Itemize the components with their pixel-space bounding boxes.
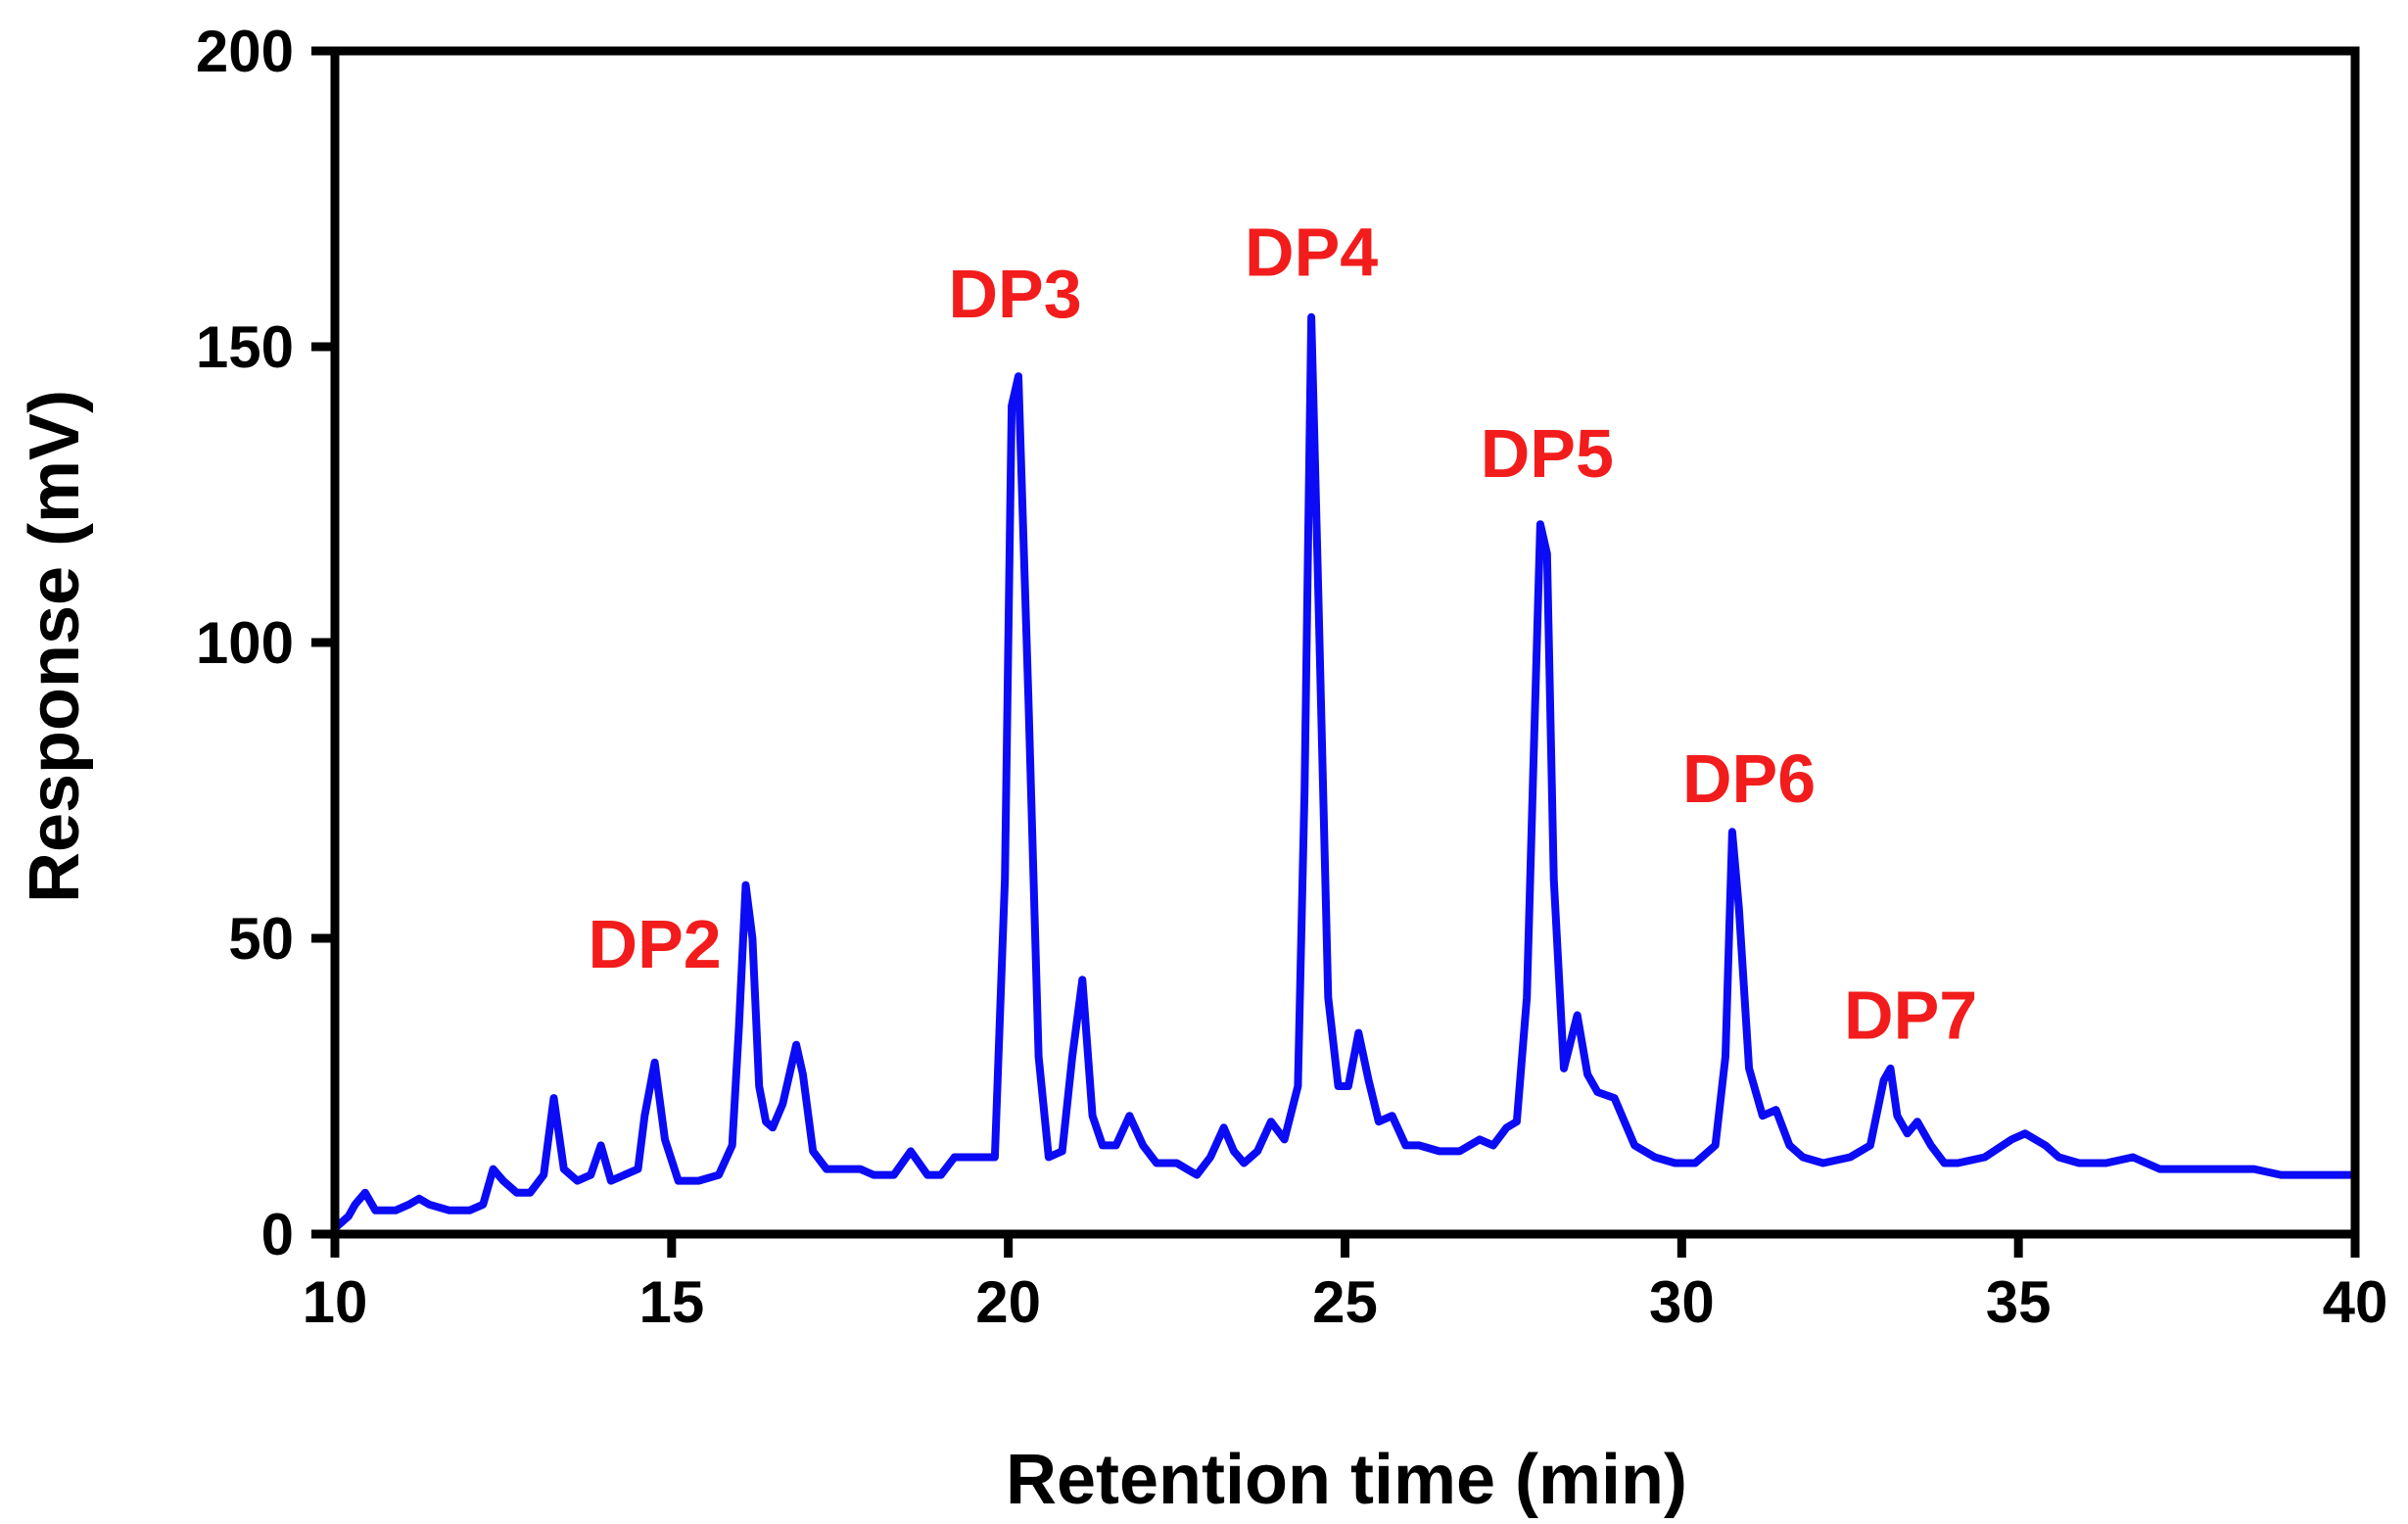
peak-label-dp3: DP3 [948, 256, 1081, 332]
x-tick-label-10: 10 [303, 1269, 368, 1335]
x-tick-label-25: 25 [1312, 1269, 1378, 1335]
y-tick-label-200: 200 [196, 19, 294, 84]
y-axis-label: Response (mV) [16, 390, 94, 903]
peak-label-dp6: DP6 [1682, 740, 1816, 817]
peak-label-dp5: DP5 [1481, 415, 1614, 492]
y-tick-label-50: 50 [228, 906, 294, 972]
x-tick-label-15: 15 [638, 1269, 704, 1335]
x-axis-label: Retention time (min) [1006, 1441, 1687, 1519]
x-tick-label-20: 20 [975, 1269, 1041, 1335]
y-tick-label-100: 100 [196, 610, 294, 676]
plot-layer: 10 15 20 25 30 35 40 0 50 100 150 200 DP2 DP3 DP4 DP5 DP… [196, 19, 2387, 1335]
x-tick-label-30: 30 [1649, 1269, 1715, 1335]
y-tick-label-150: 150 [196, 314, 294, 380]
x-tick-label-40: 40 [2323, 1269, 2388, 1335]
series-line-0 [331, 312, 2359, 1232]
x-tick-label-35: 35 [1986, 1269, 2052, 1335]
y-tick-label-0: 0 [261, 1202, 294, 1267]
peak-label-dp7: DP7 [1844, 977, 1977, 1054]
peak-label-dp4: DP4 [1245, 214, 1378, 291]
peak-label-dp2: DP2 [589, 906, 722, 982]
